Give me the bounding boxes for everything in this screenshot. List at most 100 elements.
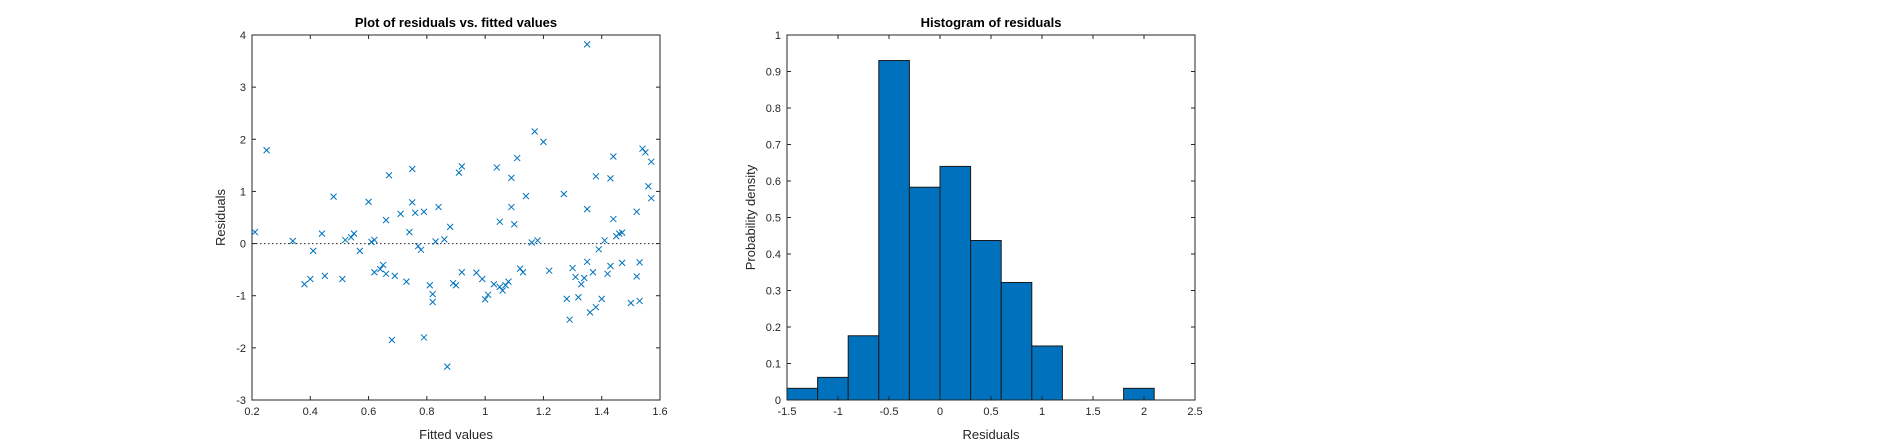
histogram-bars — [786, 60, 1155, 401]
scatter-point — [505, 278, 512, 285]
scatter-point — [563, 295, 571, 303]
scatter-point — [263, 146, 270, 154]
scatter-point — [636, 258, 643, 266]
scatter-point — [411, 209, 419, 217]
scatter-point — [478, 275, 486, 283]
histogram-axes-border — [786, 34, 1196, 401]
histogram-ytick-label: 0.6 — [766, 176, 781, 188]
scatter-ytick-label: 3 — [240, 82, 246, 94]
histogram-xtick-label: 1.5 — [1085, 406, 1100, 418]
residuals-histogram: -1.5 -1 -0.5 0 0.5 1 1.5 2 2.5 0 0.1 0.2 0.3 0.4 0.5 0.… — [743, 15, 1203, 442]
scatter-ytick-label: -2 — [236, 343, 246, 355]
scatter-point — [633, 273, 641, 280]
scatter-point — [490, 280, 498, 288]
scatter-point — [330, 193, 337, 200]
scatter-xtick-label: 0.4 — [303, 406, 318, 418]
scatter-ytick-label: 0 — [240, 239, 246, 251]
histogram-ytick-label: 0.3 — [766, 286, 781, 298]
histogram-ticks: -1.5 -1 -0.5 0 0.5 1 1.5 2 2.5 0 0.1 0.2 0.3 0.4 0.5 0.… — [766, 30, 1203, 418]
scatter-point — [499, 287, 506, 294]
scatter-point — [610, 153, 617, 160]
scatter-xtick-label: 1.4 — [594, 406, 609, 418]
histogram-xtick-label: 1 — [1039, 406, 1045, 418]
scatter-point — [531, 128, 539, 135]
scatter-point — [647, 158, 655, 166]
scatter-point — [446, 223, 454, 231]
scatter-point — [306, 275, 314, 283]
scatter-point — [458, 268, 466, 276]
scatter-points — [251, 41, 655, 370]
scatter-point — [429, 290, 437, 298]
scatter-point — [569, 264, 576, 272]
scatter-ytick-label: -1 — [236, 291, 246, 303]
scatter-point — [639, 145, 646, 153]
scatter-point — [251, 228, 259, 236]
scatter-point — [633, 208, 641, 216]
scatter-point — [406, 228, 413, 236]
histogram-ytick-label: 0.8 — [766, 103, 781, 115]
histogram-bar — [1000, 281, 1033, 401]
scatter-point — [452, 281, 460, 289]
scatter-point — [583, 205, 591, 213]
scatter-point — [583, 41, 591, 48]
histogram-ytick-label: 0.2 — [766, 322, 781, 334]
scatter-point — [580, 274, 588, 282]
residuals-scatter-plot: 0.2 0.4 0.6 0.8 1 1.2 1.4 1.6 -3 -2 -1 0 1 2 3 4 Plot o… — [213, 15, 668, 442]
scatter-point — [642, 148, 649, 156]
scatter-point — [610, 215, 617, 223]
scatter-point — [528, 239, 536, 246]
scatter-point — [309, 247, 317, 255]
scatter-point — [502, 281, 509, 289]
scatter-point — [397, 210, 404, 218]
scatter-point — [356, 247, 364, 255]
histogram-xtick-label: -1 — [833, 406, 843, 418]
scatter-point — [385, 171, 393, 179]
scatter-point — [403, 278, 410, 285]
scatter-point — [371, 268, 378, 276]
scatter-point — [618, 229, 626, 236]
histogram-ylabel: Probability density — [743, 164, 758, 270]
scatter-point — [493, 164, 501, 171]
scatter-point — [583, 258, 591, 266]
scatter-ticks: 0.2 0.4 0.6 0.8 1 1.2 1.4 1.6 -3 -2 -1 0 1 2 3 4 — [236, 30, 667, 418]
scatter-point — [636, 297, 643, 305]
scatter-point — [435, 203, 442, 211]
scatter-point — [607, 175, 614, 182]
scatter-point — [607, 262, 614, 270]
scatter-point — [376, 265, 384, 273]
scatter-point — [440, 236, 448, 243]
histogram-ytick-label: 1 — [775, 30, 781, 42]
histogram-ytick-label: 0.9 — [766, 67, 781, 79]
scatter-point — [601, 237, 608, 244]
scatter-point — [545, 267, 553, 275]
scatter-axes-box — [251, 34, 661, 401]
scatter-xtick-label: 1 — [482, 406, 488, 418]
scatter-point — [598, 295, 606, 303]
scatter-xtick-label: 1.6 — [652, 406, 667, 418]
scatter-point — [365, 198, 372, 206]
scatter-point — [368, 238, 375, 246]
scatter-point — [604, 270, 611, 278]
scatter-xtick-label: 0.8 — [419, 406, 434, 418]
scatter-point — [420, 208, 428, 216]
scatter-point — [429, 298, 437, 306]
scatter-point — [350, 230, 358, 238]
histogram-title: Histogram of residuals — [921, 15, 1062, 30]
histogram-bar — [878, 60, 910, 401]
scatter-point — [382, 270, 390, 278]
scatter-point — [627, 299, 635, 307]
scatter-point — [577, 280, 585, 288]
scatter-title: Plot of residuals vs. fitted values — [355, 15, 557, 30]
scatter-ylabel: Residuals — [213, 188, 228, 246]
histogram-xtick-label: 2 — [1141, 406, 1147, 418]
scatter-point — [484, 291, 492, 299]
scatter-point — [289, 237, 297, 245]
scatter-point — [575, 293, 582, 301]
scatter-point — [508, 174, 515, 182]
scatter-point — [382, 216, 390, 224]
scatter-xlabel: Fitted values — [419, 427, 493, 442]
scatter-point — [371, 236, 378, 244]
histogram-xtick-label: -1.5 — [778, 406, 797, 418]
scatter-point — [522, 192, 530, 200]
scatter-xtick-label: 0.6 — [361, 406, 376, 418]
